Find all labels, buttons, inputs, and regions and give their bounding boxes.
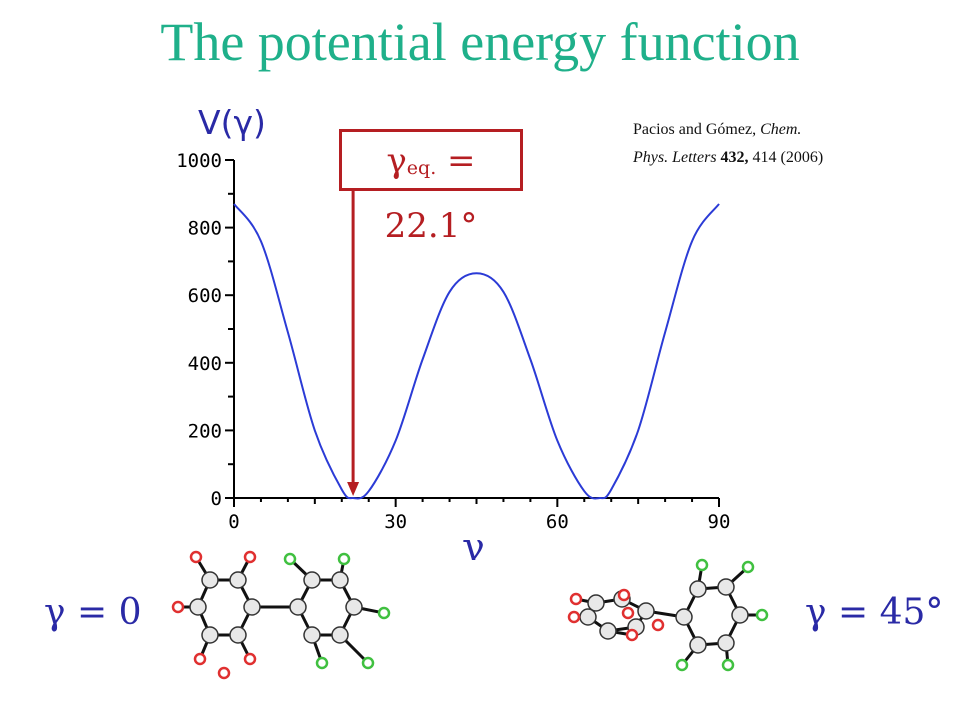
equilibrium-annotation: γeq. = 22.1°: [339, 129, 523, 246]
y-tick-label: 600: [188, 285, 222, 307]
y-axis-label: V(γ): [198, 103, 266, 142]
twisted-molecule-icon: [567, 558, 769, 672]
x-tick-label: 30: [384, 511, 407, 533]
x-axis-label: γ: [462, 525, 485, 560]
slide-title: The potential energy function: [160, 12, 800, 72]
citation-journal-b: Phys. Letters: [633, 149, 717, 166]
planar-molecule-icon: [171, 550, 391, 680]
equilibrium-symbol: γ: [386, 141, 407, 181]
equilibrium-arrow-head: [347, 482, 360, 496]
potential-curve: [233, 203, 720, 500]
gamma-45-label: γ = 45°: [805, 592, 944, 633]
citation-pages-year: 414 (2006): [752, 149, 824, 166]
citation-volume: 432,: [720, 149, 749, 166]
x-tick-label: 90: [708, 511, 731, 533]
y-tick-label: 400: [188, 353, 222, 375]
citation-authors: Pacios and Gómez,: [633, 121, 757, 138]
x-axis: 0 30 60 90: [228, 497, 731, 533]
x-tick-label: 60: [546, 511, 569, 533]
equilibrium-value: = 22.1°: [384, 141, 478, 246]
citation-journal-a: Chem.: [760, 121, 802, 138]
y-tick-label: 800: [188, 218, 222, 240]
y-axis: 0 200 400 600 800 1000: [176, 150, 235, 510]
citation: Pacios and Gómez, Chem. Phys. Letters 43…: [633, 116, 823, 172]
y-tick-label: 200: [188, 420, 222, 442]
equilibrium-subscript: eq.: [406, 157, 437, 179]
y-tick-label: 0: [211, 488, 222, 510]
x-tick-label: 0: [228, 511, 239, 533]
gamma-zero-label: γ = 0: [44, 592, 142, 633]
y-tick-label: 1000: [176, 150, 222, 172]
potential-energy-chart: 0 200 400 600 800 1000 0 30 60 90 V(γ) γ: [176, 103, 731, 560]
